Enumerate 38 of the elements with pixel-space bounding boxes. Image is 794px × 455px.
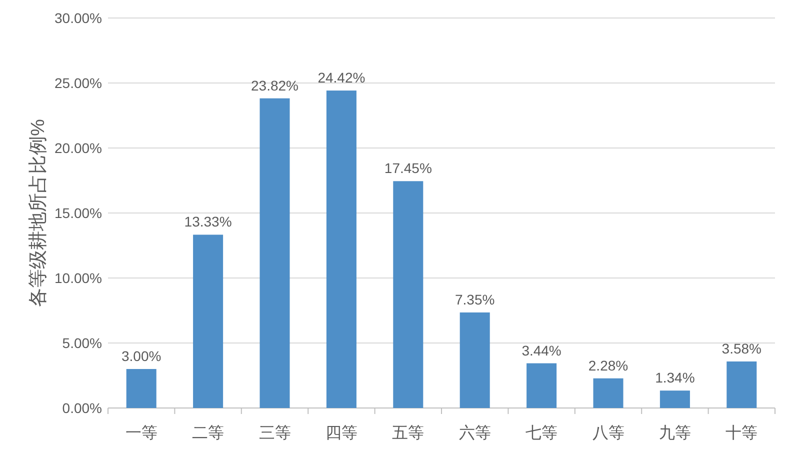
bar [126,369,156,408]
x-tick-label: 二等 [192,424,224,442]
data-label: 3.00% [122,348,162,364]
data-label: 17.45% [384,160,432,176]
x-tick-label: 六等 [458,424,491,442]
data-label: 3.58% [722,340,762,356]
x-tick-label: 一等 [125,424,158,442]
y-tick-label: 15.00% [54,205,102,221]
y-tick-label: 25.00% [54,75,102,91]
data-label: 3.44% [522,342,562,358]
y-axis-title: 各等级耕地所占比例% [28,118,49,307]
bar [593,378,624,408]
bar [526,363,557,408]
y-tick-label: 5.00% [62,335,102,351]
data-label: 24.42% [318,70,366,86]
x-tick-label: 三等 [258,424,291,442]
y-tick-label: 0.00% [62,400,102,416]
y-tick-label: 20.00% [54,140,102,156]
data-label: 1.34% [655,370,695,386]
x-tick-label: 十等 [726,424,758,442]
y-tick-label: 30.00% [54,10,102,26]
bar [460,312,490,408]
x-tick-label: 五等 [392,424,424,442]
data-label: 7.35% [455,291,495,308]
bar [726,361,757,408]
y-tick-label: 10.00% [54,270,102,286]
x-tick-label: 八等 [592,424,624,442]
data-label: 13.33% [184,214,232,230]
bar [193,234,224,408]
data-label: 2.28% [588,357,628,374]
x-tick-label: 七等 [526,424,558,442]
bar [393,181,424,408]
x-tick-label: 九等 [658,424,691,442]
bar [260,98,290,408]
data-label: 23.82% [251,77,298,94]
bar [660,390,690,408]
bar [326,90,356,408]
x-tick-label: 四等 [325,424,358,442]
